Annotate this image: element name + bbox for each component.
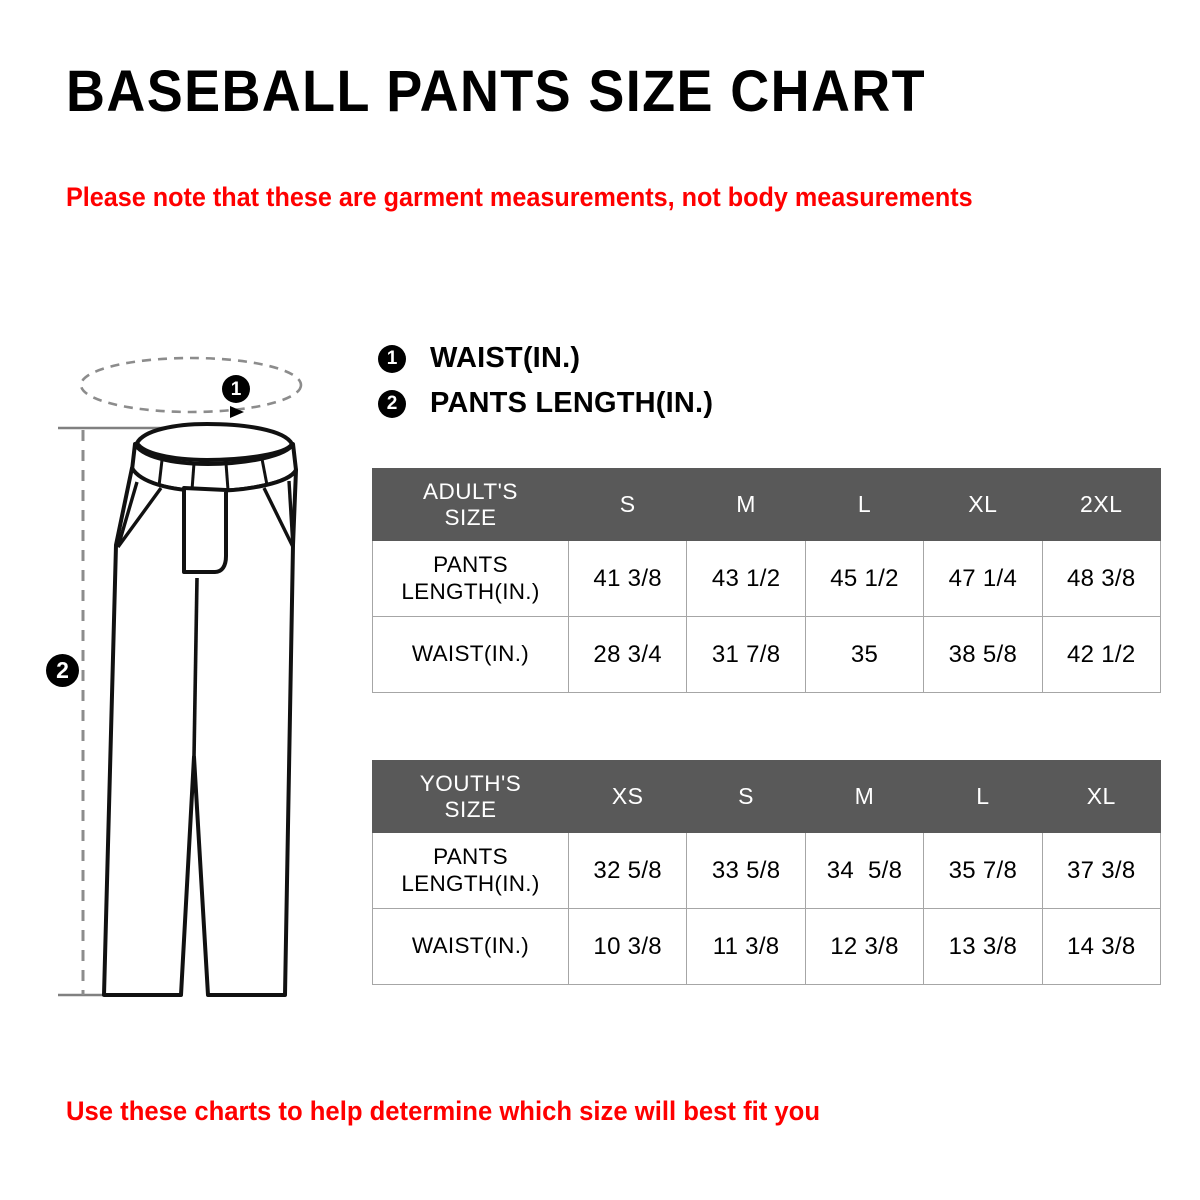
right-pocket-seam-inner [262,487,295,548]
adult-pants-length-2xl: 48 3/8 [1041,540,1161,617]
pants-legs-outline [102,466,298,997]
waist-arrow-icon [230,406,244,418]
table-row: PANTS LENGTH(IN.) 41 3/8 43 1/2 45 1/2 4… [372,540,1161,617]
youth-pants-length-label-line1: PANTS [433,844,508,870]
youth-waist-xl: 14 3/8 [1041,908,1161,985]
youth-size-table: YOUTH'S SIZE XS S M L XL PANTS LENGTH(IN… [372,760,1161,985]
youth-size-col-l: L [923,760,1043,833]
adult-pants-length-xl: 47 1/4 [923,540,1043,617]
diagram-waist-badge: 1 [222,375,250,403]
youth-pants-length-l: 35 7/8 [923,832,1043,909]
adult-waist-l: 35 [804,616,925,693]
youth-waist-label: WAIST(IN.) [372,908,569,985]
youth-waist-m: 12 3/8 [804,908,925,985]
adult-waist-s: 28 3/4 [567,616,688,693]
youth-size-col-xl: XL [1041,760,1161,833]
left-pocket-seam-inner [116,486,163,549]
adult-size-header-line2: SIZE [444,504,497,530]
circled-number-2-icon: 2 [378,389,406,418]
adult-size-col-s: S [567,468,688,541]
pants-line-drawing-svg [58,356,303,997]
youth-pants-length-s: 33 5/8 [686,832,806,909]
waist-measure-ellipse [79,356,303,414]
left-pocket-seam-outer [116,481,139,548]
adult-pants-length-label: PANTS LENGTH(IN.) [372,540,569,617]
table-row: WAIST(IN.) 10 3/8 11 3/8 12 3/8 13 3/8 1… [372,908,1161,985]
fly-placket [182,486,228,574]
adult-size-header: ADULT'S SIZE [372,468,569,541]
adult-pants-length-l: 45 1/2 [804,540,925,617]
youth-waist-l: 13 3/8 [923,908,1043,985]
belt-loop-center-left [190,462,196,491]
table-header-row: YOUTH'S SIZE XS S M L XL [372,760,1161,833]
adult-waist-2xl: 42 1/2 [1041,616,1161,693]
waistband-top-opening [135,422,294,462]
fit-guidance-note: Use these charts to help determine which… [66,1096,821,1126]
youth-pants-length-label: PANTS LENGTH(IN.) [372,832,569,909]
youth-size-col-xs: XS [567,760,688,833]
legend-item-waist: 1 WAIST(IN.) [378,336,713,381]
table-row: PANTS LENGTH(IN.) 32 5/8 33 5/8 34 5/8 3… [372,832,1161,909]
youth-waist-xs: 10 3/8 [567,908,688,985]
measurement-legend: 1 WAIST(IN.) 2 PANTS LENGTH(IN.) [378,336,713,426]
adult-size-col-m: M [686,468,806,541]
diagram-length-badge: 2 [46,654,79,687]
page-title: BASEBALL PANTS SIZE CHART [66,59,926,124]
adult-pants-length-label-line1: PANTS [433,552,508,578]
adult-size-col-2xl: 2XL [1041,468,1161,541]
adult-pants-length-s: 41 3/8 [567,540,688,617]
adult-size-col-l: L [804,468,925,541]
adult-waist-label: WAIST(IN.) [372,616,569,693]
adult-waist-m: 31 7/8 [686,616,806,693]
adult-size-col-xl: XL [923,468,1043,541]
table-row: WAIST(IN.) 28 3/4 31 7/8 35 38 5/8 42 1/… [372,616,1161,693]
youth-waist-s: 11 3/8 [686,908,806,985]
belt-loop-left [157,459,164,487]
table-header-row: ADULT'S SIZE S M L XL 2XL [372,468,1161,541]
right-pocket-seam-outer [287,480,295,548]
youth-pants-length-label-line2: LENGTH(IN.) [401,870,540,896]
belt-loop-center-right [224,462,230,491]
youth-size-col-m: M [804,760,925,833]
youth-size-col-s: S [686,760,806,833]
legend-item-pants-length-label: PANTS LENGTH(IN.) [430,387,714,419]
adult-pants-length-label-line2: LENGTH(IN.) [401,578,540,604]
garment-measurement-note: Please note that these are garment measu… [66,182,973,212]
youth-size-header-line2: SIZE [444,796,497,822]
adult-pants-length-m: 43 1/2 [686,540,806,617]
adult-size-header-line1: ADULT'S [423,478,518,504]
legend-item-pants-length: 2 PANTS LENGTH(IN.) [378,381,713,426]
inseam-line [192,577,199,758]
youth-size-header: YOUTH'S SIZE [372,760,569,833]
youth-size-header-line1: YOUTH'S [419,770,522,796]
baseball-pants-diagram [40,340,370,1020]
legend-item-waist-label: WAIST(IN.) [430,342,581,374]
youth-pants-length-xs: 32 5/8 [567,832,688,909]
belt-loop-right [260,458,269,486]
adult-size-table: ADULT'S SIZE S M L XL 2XL PANTS LENGTH(I… [372,468,1161,693]
adult-waist-xl: 38 5/8 [923,616,1043,693]
circled-number-1-icon: 1 [378,344,406,373]
youth-pants-length-xl: 37 3/8 [1041,832,1161,909]
youth-pants-length-m: 34 5/8 [804,832,925,909]
